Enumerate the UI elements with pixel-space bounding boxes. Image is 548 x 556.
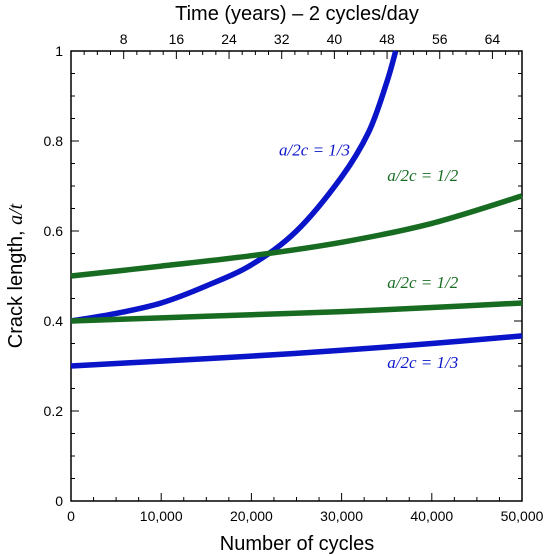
x-tick-label: 0 xyxy=(67,508,75,524)
y-tick-label: 0.8 xyxy=(44,133,64,149)
top-axis-title: Time (years) – 2 cycles/day xyxy=(175,3,419,25)
y-axis-title-prefix: Crack length, xyxy=(5,225,27,348)
top-tick-label: 56 xyxy=(432,31,448,47)
curve-a2c-1-3-lower xyxy=(70,333,523,369)
curve-a2c-1-2-lower xyxy=(70,300,523,324)
top-tick-label: 32 xyxy=(274,31,290,47)
curve-label: a/2c = 1/3 xyxy=(387,353,458,372)
top-tick-label: 8 xyxy=(120,31,128,47)
curve-a2c-1-2-upper xyxy=(70,193,523,279)
x-tick-label: 50,000 xyxy=(501,508,544,524)
x-tick-label: 40,000 xyxy=(410,508,453,524)
curve-label: a/2c = 1/2 xyxy=(387,273,458,292)
x-axis-title: Number of cycles xyxy=(220,533,375,555)
top-tick-label: 48 xyxy=(379,31,395,47)
curves xyxy=(70,50,523,369)
curve-a2c-1-3-upper xyxy=(70,50,399,324)
y-axis-title: Crack length, a/t xyxy=(5,203,27,348)
curve-label: a/2c = 1/3 xyxy=(279,140,350,159)
y-tick-label: 0.6 xyxy=(44,223,64,239)
top-tick-label: 16 xyxy=(169,31,185,47)
top-tick-label: 40 xyxy=(327,31,343,47)
curve-label: a/2c = 1/2 xyxy=(387,166,458,185)
x-tick-label: 30,000 xyxy=(320,508,363,524)
y-tick-label: 0 xyxy=(55,493,63,509)
labels: a/2c = 1/3 a/2c = 1/2 a/2c = 1/2 a/2c = 1/3 xyxy=(279,140,459,372)
x-tick-label: 20,000 xyxy=(230,508,273,524)
top-tick-label: 64 xyxy=(485,31,501,47)
x-tick-label: 10,000 xyxy=(140,508,183,524)
y-tick-label: 0.4 xyxy=(44,313,64,329)
top-tick-label: 24 xyxy=(221,31,237,47)
y-tick-label: 0.2 xyxy=(44,403,64,419)
y-axis-title-variable: a/t xyxy=(5,203,27,225)
axis-ticks: 0 10,000 20,000 30,000 40,000 50,000 0 0.2 0.4 0.… xyxy=(44,31,544,524)
y-tick-label: 1 xyxy=(55,43,63,59)
